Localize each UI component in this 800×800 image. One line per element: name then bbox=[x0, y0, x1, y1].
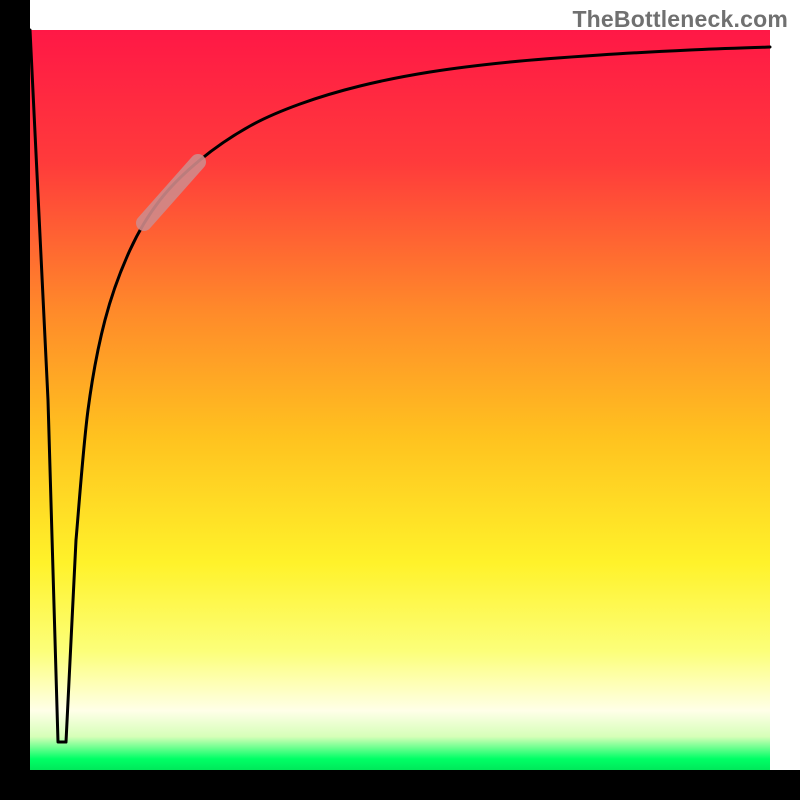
attribution-text: TheBottleneck.com bbox=[572, 6, 788, 33]
axis-border-left bbox=[0, 0, 30, 800]
axis-border-bottom bbox=[0, 770, 800, 800]
bottleneck-chart: TheBottleneck.com bbox=[0, 0, 800, 800]
chart-svg bbox=[0, 0, 800, 800]
gradient-background bbox=[30, 30, 770, 770]
